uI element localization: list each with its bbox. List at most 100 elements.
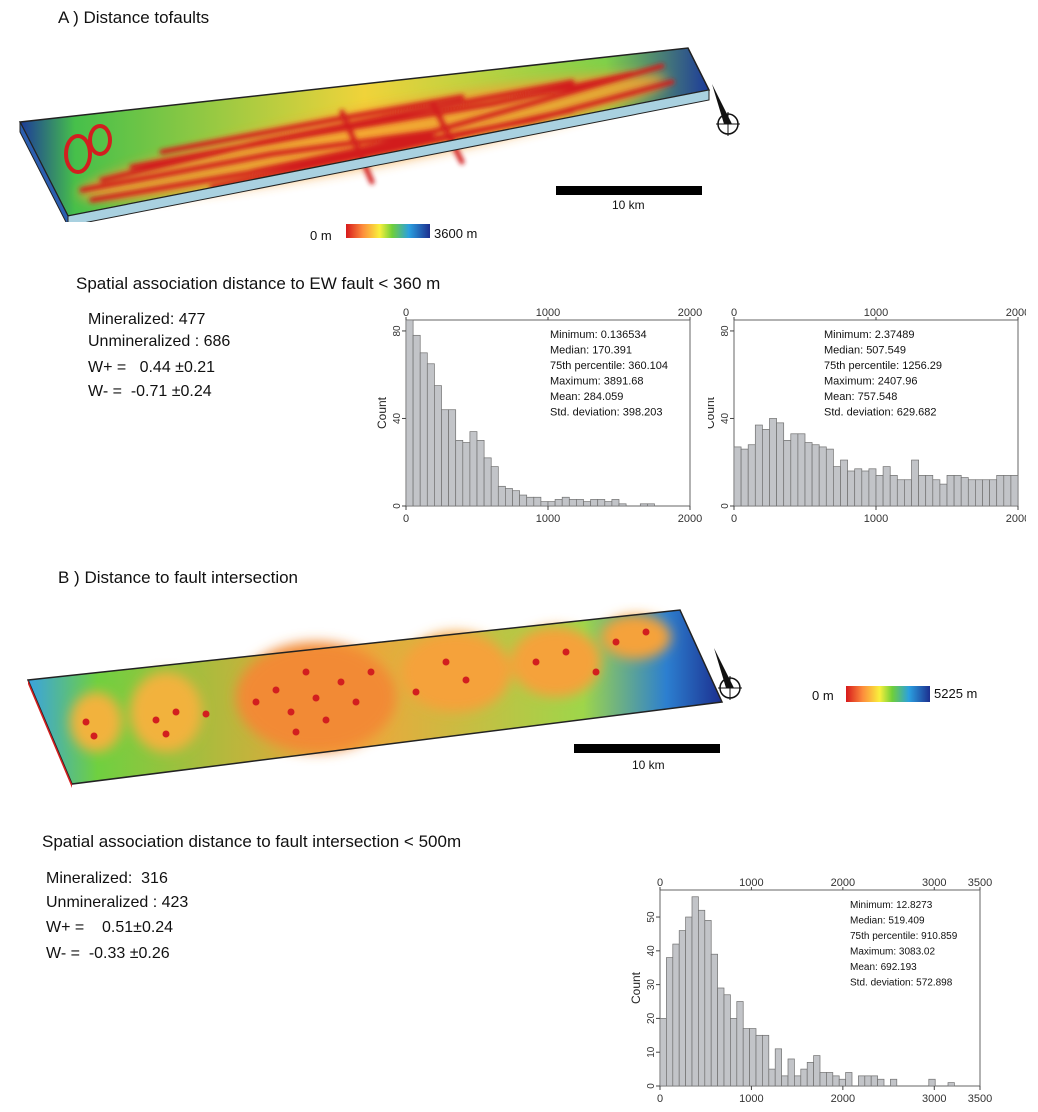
- histogram-ew-faults-unmineralized: 0 1000 2000 0 1000 2000 0 40 80 Count Minimum: 2.3…: [708, 307, 1026, 525]
- y-tick-label: 0: [646, 1083, 657, 1089]
- histogram-bar: [590, 499, 599, 507]
- legend-max-label: 5225 m: [934, 686, 978, 701]
- histogram-bar: [717, 987, 725, 1087]
- histogram-bar: [800, 1068, 808, 1087]
- histogram-bar: [749, 1028, 757, 1087]
- panel-b-title: B ) Distance to fault intersection: [58, 568, 299, 587]
- y-tick-label: 0: [720, 503, 731, 509]
- histogram-bar: [434, 385, 442, 507]
- y-axis-label: Count: [629, 971, 643, 1004]
- y-tick-label: 20: [646, 1012, 657, 1024]
- histogram-bar: [769, 418, 777, 507]
- histogram-bar: [733, 446, 742, 507]
- histogram-bar: [925, 475, 934, 507]
- histogram-bar: [723, 994, 731, 1087]
- y-axis-label: Count: [375, 396, 389, 429]
- histogram-bar: [685, 916, 693, 1087]
- stat-w-plus: W+ = 0.51±0.24: [46, 919, 174, 936]
- histogram-bar: [704, 920, 712, 1087]
- histogram-bar: [561, 496, 570, 507]
- panel-b-map: [26, 609, 724, 788]
- x-tick-label: 0: [403, 513, 409, 525]
- stat-label: Maximum: 3891.68: [550, 376, 644, 388]
- x-tick-label: 2000: [831, 1093, 855, 1105]
- histogram-bar: [512, 490, 520, 507]
- x-tick-label: 0: [657, 1093, 663, 1105]
- histogram-bar: [583, 501, 591, 507]
- histogram-bar: [405, 319, 414, 507]
- histogram-bar: [889, 475, 898, 507]
- y-tick-label: 80: [392, 325, 403, 337]
- histogram-bar: [875, 475, 884, 507]
- x-tick-label: 1000: [536, 513, 560, 525]
- histogram-bar: [730, 1018, 738, 1087]
- x-tick-label: 0: [731, 513, 737, 525]
- top-x-tick-label: 1000: [864, 307, 888, 319]
- histogram-bar: [813, 1055, 821, 1087]
- histogram-bar: [710, 953, 718, 1087]
- stat-label: Mean: 757.548: [824, 391, 897, 403]
- histogram-bar: [870, 1075, 878, 1087]
- histogram-bar: [754, 424, 763, 507]
- histogram-bar: [932, 479, 941, 507]
- histogram-bar: [946, 475, 955, 507]
- histogram-bar: [448, 409, 457, 507]
- histogram-bar: [755, 1034, 763, 1087]
- histogram-bar: [768, 1068, 776, 1087]
- histogram-ew-faults-mineralized: 0 1000 2000 0 1000 2000 0 40 80 Count Minimum: 0.1…: [375, 307, 702, 525]
- top-x-tick-label: 0: [657, 877, 663, 889]
- scale-bar: [556, 186, 702, 195]
- stat-label: Minimum: 0.136534: [550, 329, 647, 341]
- x-tick-label: 3500: [968, 1093, 992, 1105]
- histogram-bar: [554, 499, 563, 507]
- stat-w-minus: W- = -0.71 ±0.24: [88, 383, 212, 400]
- histogram-bar: [666, 957, 674, 1087]
- top-x-tick-label: 3500: [968, 877, 992, 889]
- y-tick-label: 30: [646, 979, 657, 991]
- histogram-bar: [483, 457, 492, 507]
- histogram-bar: [747, 444, 756, 507]
- histogram-bar: [858, 1075, 866, 1087]
- y-axis-label: Count: [708, 396, 717, 429]
- histogram-bar: [659, 1018, 667, 1087]
- stat-label: Std. deviation: 398.203: [550, 407, 663, 419]
- histogram-bar: [854, 468, 863, 507]
- north-arrow-icon: [714, 648, 742, 700]
- legend-min-label: 0 m: [812, 688, 834, 703]
- histogram-bar: [469, 431, 478, 507]
- histogram-bar: [790, 433, 799, 507]
- histogram-fault-intersection: 0 1000 2000 3000 3500 0 1000 2000 3000 3500 0 10 20 3…: [629, 877, 992, 1105]
- legend-max-label: 3600 m: [434, 226, 478, 241]
- association-title: Spatial association distance to EW fault…: [76, 274, 441, 293]
- histogram-bar: [519, 494, 528, 507]
- association-title: Spatial association distance to fault in…: [42, 832, 462, 851]
- stat-label: Maximum: 2407.96: [824, 376, 918, 388]
- top-x-tick-label: 0: [403, 307, 409, 319]
- stat-mineralized: Mineralized: 316: [46, 870, 168, 887]
- top-x-tick-label: 1000: [739, 877, 763, 889]
- top-x-tick-label: 1000: [536, 307, 560, 319]
- histogram-bar: [826, 1072, 834, 1087]
- histogram-bar: [476, 440, 485, 507]
- histogram-bar: [618, 503, 627, 507]
- histogram-bar: [568, 499, 577, 507]
- y-tick-label: 50: [646, 911, 657, 923]
- histogram-bar: [419, 352, 428, 507]
- y-tick-label: 40: [720, 412, 731, 424]
- histogram-bar: [783, 440, 792, 507]
- panel-a-map: [18, 47, 711, 222]
- histogram-bar: [787, 1058, 795, 1087]
- histogram-bar: [947, 1082, 955, 1087]
- stat-w-minus: W- = -0.33 ±0.26: [46, 945, 170, 962]
- histogram-bar: [462, 442, 471, 507]
- histogram-bar: [576, 499, 584, 507]
- histogram-bar: [533, 496, 542, 507]
- histogram-bar: [505, 488, 513, 507]
- stat-label: Maximum: 3083.02: [850, 947, 935, 958]
- y-tick-label: 0: [392, 503, 403, 509]
- north-arrow-icon: [712, 84, 740, 136]
- histogram-bar: [776, 422, 785, 507]
- stat-mineralized: Mineralized: 477: [88, 311, 206, 328]
- histogram-bar: [797, 433, 806, 507]
- histogram-bar: [691, 896, 699, 1087]
